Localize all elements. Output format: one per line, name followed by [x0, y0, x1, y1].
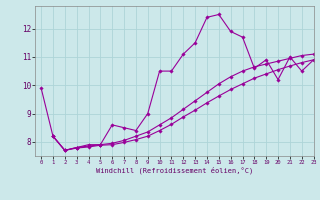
X-axis label: Windchill (Refroidissement éolien,°C): Windchill (Refroidissement éolien,°C)	[96, 167, 253, 174]
